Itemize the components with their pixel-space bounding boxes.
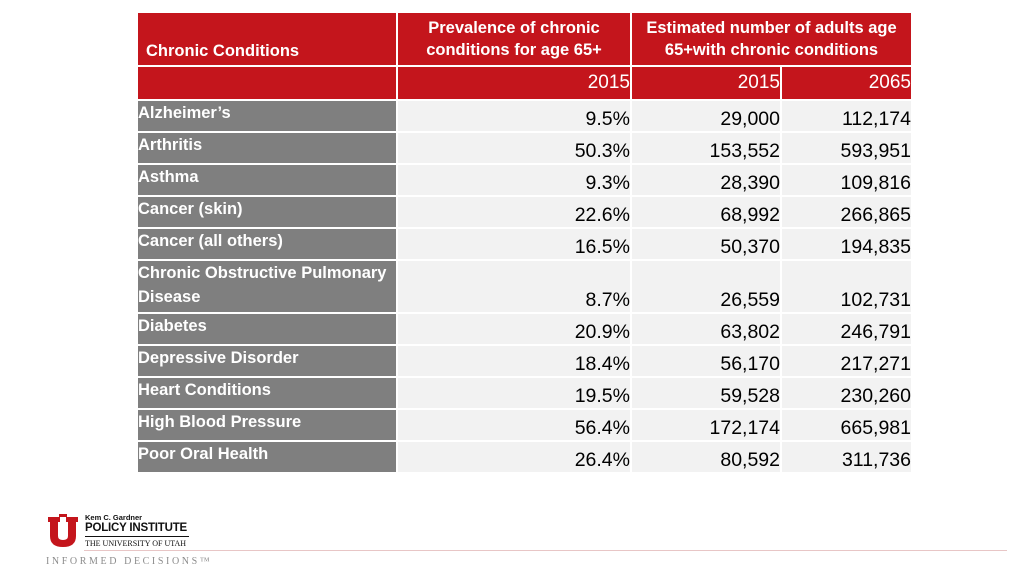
adults-2015-cell: 26,559 <box>632 261 780 312</box>
footer-tagline: INFORMED DECISIONS™ <box>46 556 213 567</box>
table-row: Poor Oral Health 26.4% 80,592 311,736 <box>138 442 911 472</box>
table-row: Arthritis 50.3% 153,552 593,951 <box>138 133 911 163</box>
adults-2015-cell: 80,592 <box>632 442 780 472</box>
chronic-conditions-table: Chronic Conditions Prevalence of chronic… <box>136 11 913 474</box>
adults-2065-cell: 217,271 <box>782 346 911 376</box>
prevalence-cell: 9.3% <box>398 165 630 195</box>
condition-name: Cancer (all others) <box>138 229 396 259</box>
adults-2065-cell: 112,174 <box>782 101 911 131</box>
header-year-blank <box>138 67 396 99</box>
adults-2065-cell: 593,951 <box>782 133 911 163</box>
prevalence-cell: 22.6% <box>398 197 630 227</box>
adults-2065-cell: 102,731 <box>782 261 911 312</box>
prevalence-cell: 50.3% <box>398 133 630 163</box>
condition-name: Alzheimer’s <box>138 101 396 131</box>
adults-2065-cell: 230,260 <box>782 378 911 408</box>
condition-name: High Blood Pressure <box>138 410 396 440</box>
adults-2065-cell: 266,865 <box>782 197 911 227</box>
condition-name: Diabetes <box>138 314 396 344</box>
adults-2065-cell: 665,981 <box>782 410 911 440</box>
header-year-adults-2015: 2015 <box>632 67 780 99</box>
policy-institute-wordmark: Kem C. Gardner POLICY INSTITUTE THE UNIV… <box>85 513 189 548</box>
table-row: Heart Conditions 19.5% 59,528 230,260 <box>138 378 911 408</box>
prevalence-cell: 56.4% <box>398 410 630 440</box>
prevalence-cell: 16.5% <box>398 229 630 259</box>
adults-2065-cell: 109,816 <box>782 165 911 195</box>
adults-2015-cell: 63,802 <box>632 314 780 344</box>
table-row: Cancer (skin) 22.6% 68,992 266,865 <box>138 197 911 227</box>
prevalence-cell: 18.4% <box>398 346 630 376</box>
prevalence-cell: 20.9% <box>398 314 630 344</box>
table-row: Cancer (all others) 16.5% 50,370 194,835 <box>138 229 911 259</box>
logo-small-text: Kem C. Gardner <box>85 513 143 522</box>
condition-name: Chronic Obstructive Pulmonary Disease <box>138 261 396 312</box>
footer-divider <box>84 550 1007 551</box>
condition-name: Asthma <box>138 165 396 195</box>
header-year-adults-2065: 2065 <box>782 67 911 99</box>
condition-name: Arthritis <box>138 133 396 163</box>
prevalence-cell: 19.5% <box>398 378 630 408</box>
logo-rule <box>85 536 189 537</box>
adults-2015-cell: 50,370 <box>632 229 780 259</box>
adults-2015-cell: 56,170 <box>632 346 780 376</box>
prevalence-cell: 26.4% <box>398 442 630 472</box>
prevalence-cell: 9.5% <box>398 101 630 131</box>
logo-university-text: THE UNIVERSITY OF UTAH <box>85 539 187 548</box>
adults-2015-cell: 29,000 <box>632 101 780 131</box>
header-estimated-adults: Estimated number of adults age 65+with c… <box>632 13 911 65</box>
condition-name: Heart Conditions <box>138 378 396 408</box>
table-row: Depressive Disorder 18.4% 56,170 217,271 <box>138 346 911 376</box>
table-row: Chronic Obstructive Pulmonary Disease 8.… <box>138 261 911 312</box>
table-row: Diabetes 20.9% 63,802 246,791 <box>138 314 911 344</box>
university-u-logo-icon <box>48 514 78 547</box>
adults-2065-cell: 194,835 <box>782 229 911 259</box>
condition-name: Poor Oral Health <box>138 442 396 472</box>
adults-2065-cell: 246,791 <box>782 314 911 344</box>
header-chronic-conditions: Chronic Conditions <box>138 13 396 65</box>
logo-institute-text: POLICY INSTITUTE <box>85 522 188 534</box>
adults-2015-cell: 153,552 <box>632 133 780 163</box>
table-row: High Blood Pressure 56.4% 172,174 665,98… <box>138 410 911 440</box>
table-row: Asthma 9.3% 28,390 109,816 <box>138 165 911 195</box>
adults-2015-cell: 68,992 <box>632 197 780 227</box>
table-row: Alzheimer’s 9.5% 29,000 112,174 <box>138 101 911 131</box>
header-prevalence: Prevalence of chronic conditions for age… <box>398 13 630 65</box>
condition-name: Depressive Disorder <box>138 346 396 376</box>
adults-2065-cell: 311,736 <box>782 442 911 472</box>
condition-name: Cancer (skin) <box>138 197 396 227</box>
adults-2015-cell: 172,174 <box>632 410 780 440</box>
adults-2015-cell: 59,528 <box>632 378 780 408</box>
adults-2015-cell: 28,390 <box>632 165 780 195</box>
prevalence-cell: 8.7% <box>398 261 630 312</box>
header-year-prevalence-2015: 2015 <box>398 67 630 99</box>
